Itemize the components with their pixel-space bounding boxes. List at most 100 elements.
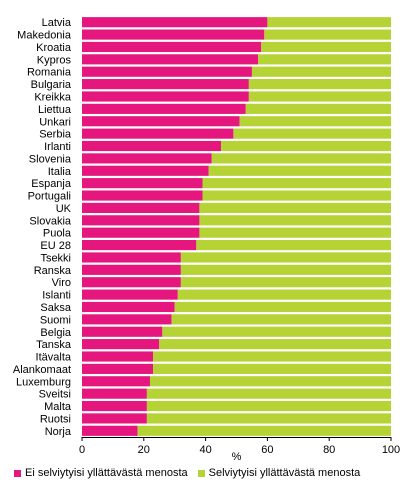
x-tick-label: 0 xyxy=(79,444,85,456)
category-label: Slovakia xyxy=(29,215,71,227)
category-label: Liettua xyxy=(38,104,72,116)
bar-cope-33 xyxy=(137,425,391,436)
category-label: Kreikka xyxy=(34,91,72,103)
category-label: Luxemburg xyxy=(16,376,71,388)
bar-not-cope-27 xyxy=(82,351,154,362)
bar-cope-31 xyxy=(146,400,391,412)
category-label: Italia xyxy=(48,166,72,178)
category-label: Portugali xyxy=(28,191,71,203)
x-tick-label: 60 xyxy=(261,444,273,456)
x-axis-ticks: 0 20 40 60 80 100 xyxy=(79,437,400,456)
bar-cope-26 xyxy=(159,339,391,350)
bar-cope-14 xyxy=(202,190,391,201)
bar-not-cope-3 xyxy=(82,54,259,65)
bar-not-cope-22 xyxy=(82,289,178,300)
bar-cope-15 xyxy=(199,202,391,214)
bar-cope-4 xyxy=(251,66,391,77)
bar-not-cope-33 xyxy=(82,425,138,436)
category-label: Irlanti xyxy=(44,141,71,153)
bar-not-cope-1 xyxy=(82,29,265,40)
bar-cope-22 xyxy=(177,289,391,300)
x-tick-label: 40 xyxy=(199,444,211,456)
category-label: Latvia xyxy=(42,17,72,29)
bar-not-cope-11 xyxy=(82,153,212,164)
category-label: Tanska xyxy=(36,339,72,351)
bar-not-cope-8 xyxy=(82,116,240,127)
category-label: Makedonia xyxy=(17,30,72,42)
bar-not-cope-6 xyxy=(82,91,249,102)
bar-cope-8 xyxy=(239,116,391,127)
bar-cope-18 xyxy=(196,239,391,251)
bar-not-cope-29 xyxy=(82,376,150,387)
bar-not-cope-19 xyxy=(82,252,181,263)
bar-cope-3 xyxy=(258,54,391,65)
category-label: Ruotsi xyxy=(40,413,71,425)
bar-cope-10 xyxy=(221,140,391,152)
bar-cope-20 xyxy=(180,264,391,275)
bars-layer xyxy=(82,17,391,436)
bar-not-cope-9 xyxy=(82,128,234,139)
bar-cope-29 xyxy=(149,376,391,387)
bar-cope-17 xyxy=(199,227,391,238)
x-tick-label: 20 xyxy=(138,444,150,456)
x-axis-label: % xyxy=(232,451,242,463)
bar-cope-28 xyxy=(153,363,391,374)
legend-label-not-cope: Ei selviytyisi yllättävästä menosta xyxy=(25,467,188,479)
bar-not-cope-32 xyxy=(82,413,147,424)
bar-not-cope-17 xyxy=(82,227,200,238)
bar-cope-2 xyxy=(261,41,391,53)
bar-cope-27 xyxy=(153,351,391,362)
bar-cope-30 xyxy=(146,388,391,399)
x-tick-label: 80 xyxy=(323,444,335,456)
bar-not-cope-10 xyxy=(82,140,222,152)
category-label: Kroatia xyxy=(36,42,72,54)
category-label: Itävalta xyxy=(36,352,72,364)
bar-not-cope-15 xyxy=(82,202,200,214)
bar-not-cope-0 xyxy=(82,17,268,28)
bar-cope-5 xyxy=(248,79,391,90)
category-label: Kypros xyxy=(37,54,72,66)
bar-cope-13 xyxy=(202,178,391,189)
bar-not-cope-13 xyxy=(82,178,203,189)
legend-item-not-cope: Ei selviytyisi yllättävästä menosta xyxy=(14,467,188,479)
bar-cope-11 xyxy=(211,153,391,164)
legend-swatch-cope xyxy=(197,469,205,477)
bar-not-cope-26 xyxy=(82,339,160,350)
bar-cope-6 xyxy=(248,91,391,102)
category-label: EU 28 xyxy=(40,240,71,252)
bar-cope-0 xyxy=(267,17,391,28)
legend-item-cope: Selviytyisi yllättävästä menosta xyxy=(197,467,361,479)
bar-cope-23 xyxy=(174,301,391,313)
bar-cope-32 xyxy=(146,413,391,424)
category-label: Unkari xyxy=(39,116,71,128)
bar-not-cope-7 xyxy=(82,103,246,114)
bar-cope-21 xyxy=(180,277,391,288)
bar-not-cope-4 xyxy=(82,66,252,77)
bar-not-cope-18 xyxy=(82,239,197,251)
bar-cope-25 xyxy=(162,326,391,337)
category-label: Espanja xyxy=(31,178,72,190)
category-label: Ranska xyxy=(34,265,72,277)
category-label: Alankomaat xyxy=(13,364,71,376)
category-label: Serbia xyxy=(39,129,72,141)
category-label: UK xyxy=(56,203,72,215)
bar-not-cope-2 xyxy=(82,41,262,53)
category-labels: LatviaMakedoniaKroatiaKyprosRomaniaBulga… xyxy=(13,17,72,438)
legend: Ei selviytyisi yllättävästä menosta Selv… xyxy=(14,467,360,479)
bar-cope-1 xyxy=(264,29,391,40)
category-label: Saksa xyxy=(40,302,71,314)
bar-not-cope-20 xyxy=(82,264,181,275)
legend-label-cope: Selviytyisi yllättävästä menosta xyxy=(208,467,361,479)
bar-cope-19 xyxy=(180,252,391,263)
bar-cope-7 xyxy=(245,103,391,114)
bar-cope-12 xyxy=(208,165,391,176)
bar-not-cope-30 xyxy=(82,388,147,399)
category-label: Suomi xyxy=(40,314,71,326)
bar-not-cope-21 xyxy=(82,277,181,288)
bar-not-cope-12 xyxy=(82,165,209,176)
bar-not-cope-5 xyxy=(82,79,249,90)
bar-not-cope-31 xyxy=(82,400,147,412)
bar-cope-9 xyxy=(233,128,391,139)
category-label: Tsekki xyxy=(40,252,71,264)
category-label: Romania xyxy=(27,67,72,79)
